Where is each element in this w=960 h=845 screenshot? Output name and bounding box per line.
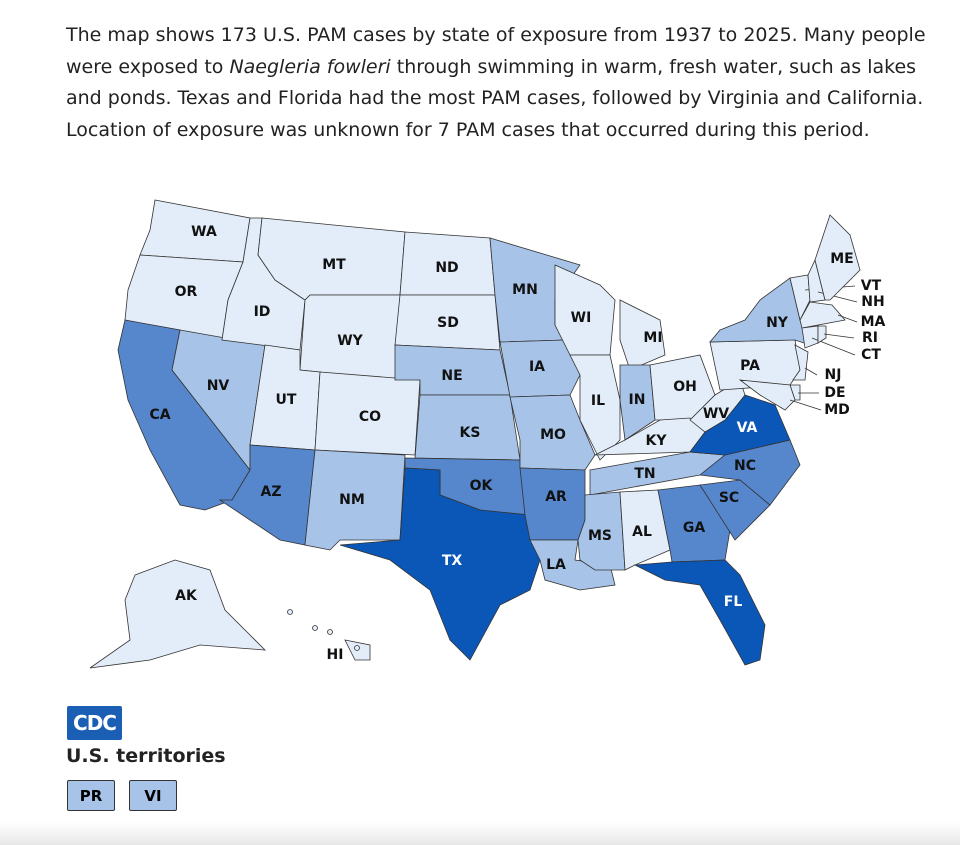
island	[287, 609, 293, 615]
island	[312, 625, 318, 631]
state	[619, 299, 666, 371]
state-label: MO	[540, 427, 566, 443]
state-label: ID	[254, 304, 271, 320]
state-label: NH	[861, 294, 884, 310]
state-label: VT	[861, 278, 882, 294]
state-label: NJ	[825, 367, 842, 383]
text: through swimming in warm, fresh water, s…	[66, 55, 924, 141]
state-label: MD	[824, 402, 850, 418]
state-label: WY	[337, 333, 363, 349]
state	[814, 214, 861, 301]
state	[633, 559, 766, 666]
state	[801, 325, 819, 349]
state-label: AR	[545, 489, 567, 505]
footer-shadow	[0, 822, 960, 845]
state-label: MN	[512, 282, 538, 298]
state-label: ME	[830, 251, 854, 267]
state	[799, 301, 846, 329]
state-label: KY	[646, 433, 668, 449]
state-label: CT	[861, 347, 881, 363]
state-label: LA	[546, 557, 566, 573]
state-label: NE	[441, 368, 462, 384]
leader-line	[823, 333, 855, 339]
state-label: NV	[207, 378, 230, 394]
state-label: CO	[359, 409, 381, 425]
state-label: MS	[588, 528, 612, 544]
state-label: MI	[643, 330, 662, 346]
leader-line	[837, 314, 858, 323]
state-label: OK	[470, 478, 494, 494]
state-label: CA	[149, 407, 170, 423]
description: The map shows 173 U.S. PAM cases by stat…	[66, 20, 926, 146]
state-label: WA	[191, 224, 217, 240]
state-label: WI	[571, 310, 592, 326]
state	[339, 467, 541, 661]
state-label: ND	[435, 260, 458, 276]
logo: CDC	[67, 706, 122, 740]
state-label: UT	[276, 392, 297, 408]
state	[304, 449, 406, 551]
map: WA OR CA NV ID MT WY UT CO AZ NM ND SD NE KS OK TX MN IA MO…	[89, 199, 886, 669]
state-label: NM	[339, 492, 365, 508]
state	[619, 489, 671, 571]
island	[327, 629, 333, 635]
state-label: TN	[634, 466, 655, 482]
territories-title: U.S. territories	[66, 745, 226, 767]
leader-line	[789, 399, 822, 411]
state	[792, 344, 809, 381]
state	[817, 325, 827, 344]
state-label: NC	[734, 458, 756, 474]
state	[689, 379, 746, 433]
state-label: OH	[673, 379, 697, 395]
state-label: KS	[460, 425, 481, 441]
state-label: RI	[862, 330, 878, 346]
state-label: AK	[175, 588, 198, 604]
state-label: MA	[861, 314, 886, 330]
species: Naegleria fowleri	[229, 55, 391, 78]
text: The map shows 173 U.S. PAM cases by stat…	[66, 24, 926, 78]
territory-button[interactable]: PR	[67, 780, 115, 811]
state	[499, 339, 581, 398]
state-label: OR	[175, 284, 198, 300]
leader-line	[804, 367, 818, 376]
island	[354, 645, 360, 651]
state-label: IN	[629, 392, 646, 408]
state-label: GA	[683, 520, 705, 536]
state-label: MT	[322, 257, 346, 273]
state	[619, 364, 656, 441]
state-label: HI	[327, 647, 344, 663]
state-label: AL	[632, 524, 652, 540]
state	[89, 559, 267, 669]
state	[738, 379, 796, 411]
state-label: AZ	[261, 484, 282, 500]
state	[509, 394, 596, 471]
state-label: DE	[824, 385, 845, 401]
state-label: NY	[766, 315, 789, 331]
territory-button[interactable]: VI	[129, 780, 177, 811]
state-label: VA	[737, 420, 758, 436]
state-label: PA	[740, 358, 760, 374]
state-label: SD	[437, 315, 459, 331]
state-label: SC	[719, 490, 739, 506]
state-label: IA	[529, 359, 545, 375]
state-label: IL	[591, 393, 605, 409]
state-label: FL	[724, 594, 743, 610]
state	[529, 539, 616, 591]
state-label: WV	[703, 406, 729, 422]
state-label: TX	[442, 553, 463, 569]
